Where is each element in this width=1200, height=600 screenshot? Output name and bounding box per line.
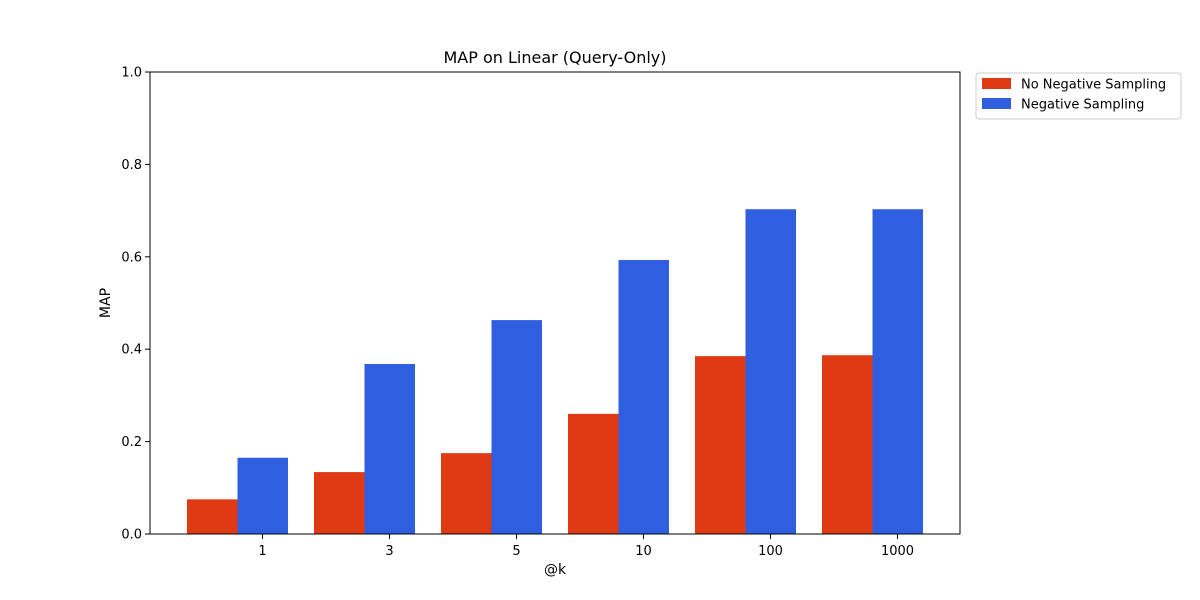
y-tick-label: 0.2: [121, 435, 142, 450]
bar-series1-5: [441, 453, 492, 534]
y-tick-label: 0.6: [121, 250, 142, 265]
bar-series1-1: [187, 499, 238, 534]
x-axis-label: @k: [544, 562, 567, 578]
y-tick-label: 0.0: [121, 528, 142, 543]
bar-series2-100: [745, 209, 796, 535]
y-tick-label: 1.0: [121, 66, 142, 81]
legend: No Negative Sampling Negative Sampling: [975, 72, 1182, 120]
bars-group: [187, 209, 923, 535]
x-tick-label: 3: [385, 544, 393, 559]
bar-series1-100: [695, 356, 746, 534]
legend-frame: [975, 72, 1182, 120]
bar-series2-10: [618, 260, 669, 534]
bar-series2-3: [364, 363, 415, 534]
bar-series1-10: [568, 413, 619, 534]
bar-series1-3: [314, 472, 365, 534]
bar-series2-1000: [872, 209, 923, 535]
x-tick-label: 1: [258, 544, 266, 559]
plot-area-frame: [149, 71, 961, 535]
y-axis-label: MAP: [98, 288, 114, 318]
y-axis: 0.0 0.2 0.4 0.6 0.8 1.0: [121, 66, 150, 543]
y-tick-label: 0.8: [121, 158, 142, 173]
legend-label-series1: No Negative Sampling: [1021, 78, 1166, 93]
x-tick-label: 100: [758, 544, 783, 559]
legend-label-series2: Negative Sampling: [1021, 98, 1144, 113]
legend-swatch-series2: [982, 98, 1011, 109]
chart-title: MAP on Linear (Query-Only): [443, 48, 666, 67]
bar-series2-5: [491, 320, 542, 534]
x-axis: 1 3 5 10 100 1000: [258, 534, 914, 559]
x-tick-label: 5: [512, 544, 520, 559]
bar-series2-1: [237, 457, 288, 534]
x-tick-label: 10: [635, 544, 652, 559]
bar-series1-1000: [822, 355, 873, 534]
x-tick-label: 1000: [881, 544, 914, 559]
y-tick-label: 0.4: [121, 343, 142, 358]
legend-swatch-series1: [982, 78, 1011, 89]
